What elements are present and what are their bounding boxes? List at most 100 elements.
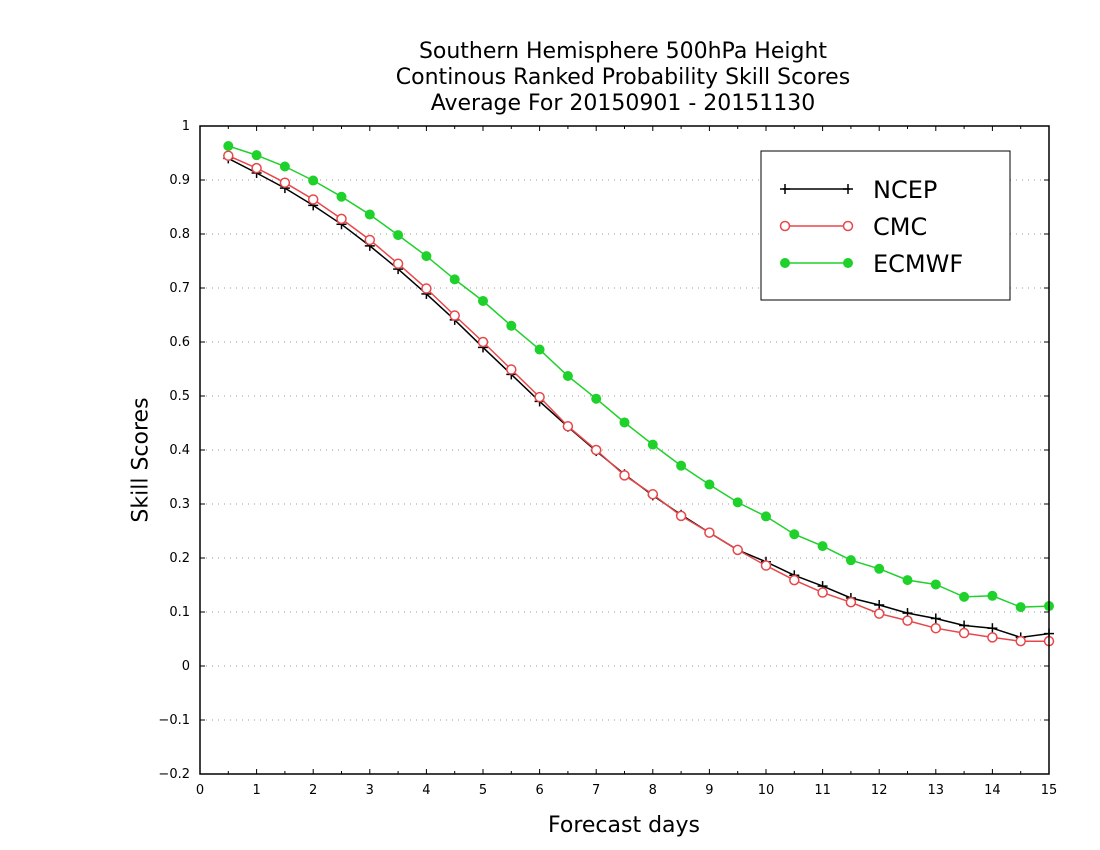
- data-point: [478, 295, 488, 306]
- x-tick-label: 0: [196, 783, 204, 798]
- data-point: [789, 529, 800, 540]
- x-tick-label: 10: [758, 783, 775, 798]
- legend-label: ECMWF: [873, 250, 963, 278]
- data-point: [619, 417, 630, 428]
- data-point: [506, 364, 517, 375]
- legend-item-cmc: CMC: [779, 213, 927, 241]
- x-tick-label: 15: [1041, 783, 1058, 798]
- data-point: [675, 510, 687, 522]
- data-point: [336, 191, 347, 202]
- data-point: [364, 234, 376, 246]
- x-tick-label: 13: [928, 783, 945, 798]
- y-axis-label: Skill Scores: [129, 397, 154, 522]
- data-point: [308, 175, 319, 186]
- data-point: [930, 579, 941, 590]
- data-point: [959, 591, 970, 602]
- data-point: [845, 597, 857, 608]
- legend: NCEP CMC ECMWF: [760, 150, 1011, 301]
- data-point: [647, 439, 658, 450]
- series-lines: [223, 140, 1055, 647]
- y-tick-label: −0.1: [158, 713, 190, 728]
- y-tick-label: 0.6: [169, 335, 190, 350]
- data-point: [619, 470, 630, 481]
- x-tick-label: 5: [479, 783, 487, 798]
- y-tick-label: 0.3: [169, 497, 190, 512]
- data-point: [534, 391, 545, 403]
- data-point: [279, 161, 290, 172]
- x-axis-ticks: 0 1 2 3 4 5 6 7 8 9 10 11 12 13 14 15: [196, 126, 1057, 798]
- data-point: [987, 623, 998, 634]
- data-point: [902, 575, 913, 586]
- y-tick-label: 0: [182, 659, 190, 674]
- data-point: [842, 220, 854, 232]
- x-tick-label: 14: [984, 783, 1001, 798]
- data-point: [780, 184, 790, 194]
- y-tick-label: 0.2: [169, 551, 190, 566]
- data-point: [1015, 635, 1026, 647]
- data-point: [958, 627, 970, 639]
- data-point: [506, 320, 517, 331]
- data-point: [251, 162, 262, 174]
- y-tick-label: 0.8: [169, 227, 190, 242]
- data-point: [761, 511, 771, 522]
- data-point: [987, 632, 998, 643]
- data-point: [930, 613, 941, 624]
- data-point: [336, 213, 347, 225]
- x-tick-label: 7: [592, 783, 600, 798]
- data-point: [704, 527, 715, 538]
- data-point: [817, 541, 828, 552]
- data-point: [647, 489, 659, 500]
- legend-item-ecmwf: ECMWF: [780, 250, 963, 278]
- series-cmc: [223, 150, 1055, 647]
- x-tick-label: 11: [814, 783, 831, 798]
- data-point: [789, 574, 800, 586]
- data-point: [732, 544, 743, 556]
- data-point: [562, 371, 573, 382]
- x-tick-label: 3: [366, 783, 374, 798]
- data-point: [562, 420, 574, 432]
- data-point: [534, 344, 545, 355]
- y-tick-label: 0.7: [169, 281, 190, 296]
- legend-label: CMC: [873, 213, 927, 241]
- chart-title-line: Southern Hemisphere 500hPa Height: [419, 39, 827, 64]
- x-tick-label: 4: [422, 783, 430, 798]
- data-point: [590, 444, 602, 456]
- chart-title: Southern Hemisphere 500hPa HeightContino…: [396, 39, 850, 116]
- y-tick-label: 0.5: [169, 389, 190, 404]
- x-tick-label: 6: [535, 783, 543, 798]
- x-tick-label: 12: [871, 783, 888, 798]
- data-point: [591, 393, 602, 404]
- data-point: [817, 587, 828, 598]
- data-point: [421, 251, 432, 262]
- x-axis-label: Forecast days: [548, 813, 700, 838]
- data-point: [843, 258, 853, 268]
- y-tick-label: 0.1: [169, 605, 190, 620]
- data-point: [902, 615, 913, 626]
- data-point: [874, 563, 885, 574]
- y-tick-label: −0.2: [158, 767, 190, 782]
- data-point: [1015, 602, 1026, 613]
- legend-label: NCEP: [873, 176, 937, 204]
- data-point: [449, 274, 460, 285]
- data-point: [421, 283, 432, 294]
- data-point: [279, 177, 291, 188]
- data-point: [393, 230, 404, 241]
- x-tick-label: 8: [649, 783, 657, 798]
- data-point: [779, 220, 791, 232]
- chart-title-line: Continous Ranked Probability Skill Score…: [396, 65, 850, 90]
- x-tick-label: 1: [252, 783, 260, 798]
- data-point: [845, 555, 856, 566]
- data-point: [223, 150, 234, 161]
- data-point: [307, 194, 319, 205]
- data-point: [843, 184, 853, 194]
- x-tick-label: 2: [309, 783, 317, 798]
- data-point: [987, 590, 998, 601]
- data-point: [732, 497, 743, 508]
- y-axis-ticks: −0.2 −0.1 0 0.1 0.2 0.3 0.4 0.5 0.6 0.7 0.8 0.9 1: [158, 119, 1049, 782]
- data-point: [223, 140, 234, 151]
- data-point: [930, 622, 942, 634]
- data-point: [392, 258, 404, 269]
- y-tick-label: 0.4: [169, 443, 190, 458]
- data-point: [760, 560, 772, 571]
